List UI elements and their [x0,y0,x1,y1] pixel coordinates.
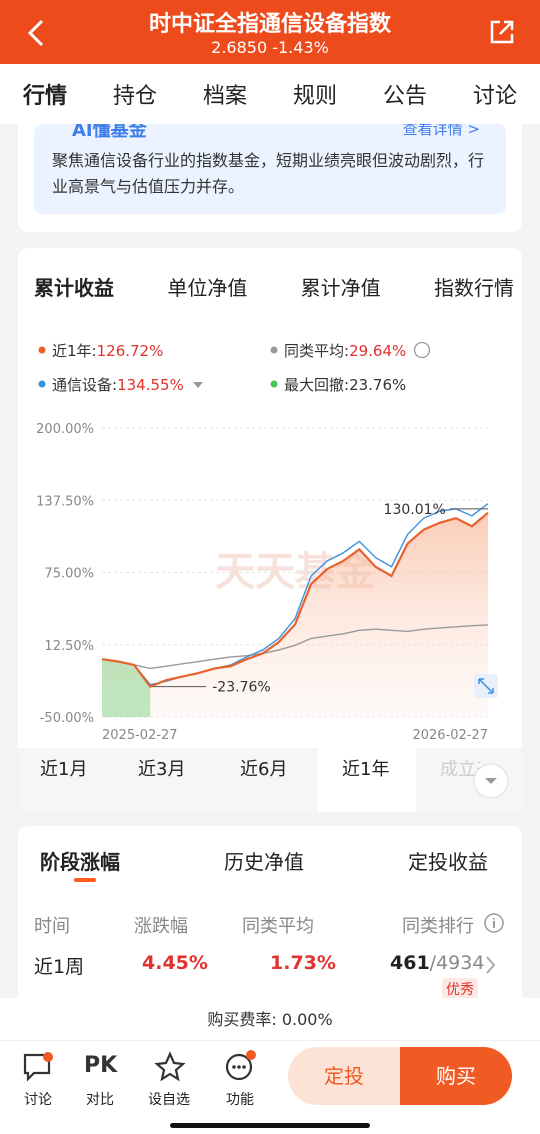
rank: 461 [390,952,430,974]
legend-value: 29.64% [349,342,406,360]
legend-text: 同类平均:29.64% [284,342,406,360]
y-tick-label: 137.50% [36,494,94,509]
cell: 4.45% [142,952,208,974]
period[interactable]: 近1年 [342,759,390,780]
period-selected [318,748,416,812]
share-button[interactable] [488,18,516,46]
ai-link[interactable]: 查看详情 > [402,124,480,138]
tab[interactable]: 规则 [292,84,337,109]
y-tick-label: 200.00% [36,422,94,437]
chart-tab[interactable]: 累计收益 [34,276,114,300]
more-icon[interactable] [224,1049,258,1083]
tab[interactable]: 行情 [22,84,67,109]
chart-tab[interactable]: 指数行情 [433,276,514,300]
legend-info [413,341,431,359]
period[interactable]: 近1月 [40,759,88,780]
chart-tab[interactable]: 累计净值 [300,276,381,300]
col-header: 时间 [34,916,70,937]
bottom-label[interactable]: 对比 [86,1092,114,1108]
cell: 近1周 [34,956,85,978]
ai-box: AI懂基金 查看详情 > 聚焦通信设备行业的指数基金，短期业绩亮眼但波动剧烈，行… [34,124,506,214]
legend-label: 通信设备: [52,376,117,394]
drawdown-area [102,659,151,717]
legend-label: 同类平均: [284,342,349,360]
period[interactable]: 近6月 [240,759,288,780]
auto-invest-button[interactable]: 定投 [288,1047,400,1105]
expand-icon [478,678,494,694]
tab[interactable]: 公告 [382,84,427,109]
legend-text: 最大回撤:23.76% [284,376,406,394]
legend-value: 23.76% [349,376,406,394]
star-icon[interactable] [154,1051,186,1083]
stage-tab[interactable]: 历史净值 [224,850,304,874]
bottom-bar: PK 讨论 对比 设自选 功能 定投 购买 [0,1040,540,1134]
bottom-label[interactable]: 讨论 [24,1092,52,1108]
cell: 1.73% [270,952,336,974]
x-tick-label: 2025-02-27 [102,728,178,743]
chart: 近1年:126.72% 同类平均:29.64%通信设备:134.55% 最大回撤:2… [36,341,498,743]
area [102,512,488,717]
legend-value: 134.55% [117,376,184,394]
col-header: 同类平均 [242,916,314,937]
col-header: 涨跌幅 [134,916,188,937]
chart-tab[interactable]: 单位净值 [167,276,248,300]
ai-title: AI懂基金 [72,124,147,141]
chevron[interactable] [484,954,498,976]
fund-title: 时中证全指通信设备指数 [148,12,391,37]
info-icon[interactable] [483,912,505,934]
legend-caret [193,382,203,388]
bottom-label[interactable]: 功能 [226,1092,254,1108]
ai-text: 聚焦通信设备行业的指数基金，短期业绩亮眼但波动剧烈，行业高景气与估值压力并存。 [52,151,485,196]
period-bar [18,748,522,812]
stage-card: 阶段涨幅 历史净值 定投收益 时间 涨跌幅 同类平均 同类排行 近1周 4.45… [18,826,522,1026]
fund-price: 2.6850 -1.43% [211,38,329,57]
legend-text: 近1年:126.72% [52,342,163,360]
x-tick-label: 2026-02-27 [412,728,488,743]
period-dropdown[interactable] [472,762,510,800]
y-tick-label: 12.50% [44,639,94,654]
series-line [101,511,489,689]
y-tick-label: 75.00% [44,567,94,582]
stage-tab[interactable]: 定投收益 [408,850,488,874]
legend-dot [38,380,46,388]
stage-indicator [74,878,96,882]
period[interactable]: 近3月 [138,759,186,780]
buy-button[interactable]: 购买 [400,1047,512,1105]
home-indicator [170,1123,370,1128]
ai-card: AI懂基金 查看详情 > 聚焦通信设备行业的指数基金，短期业绩亮眼但波动剧烈，行… [18,110,522,232]
chart-tabs: 累计收益 单位净值 累计净值 指数行情 [34,272,514,301]
fee: 购买费率: 0.00% [0,998,540,1042]
col-header: 同类排行 [402,916,474,937]
y-tick-label: -50.00% [40,711,94,726]
tab[interactable]: 持仓 [112,84,157,109]
legend-value: 126.72% [97,342,164,360]
legend-dot [38,346,46,354]
header: 时中证全指通信设备指数 2.6850 -1.43% [0,0,540,64]
legend-label: 近1年: [52,342,97,360]
period[interactable]: 成立来 [440,759,480,780]
legend-dot [270,346,278,354]
drawdown-label: -23.76% [212,680,270,696]
tab[interactable]: 讨论 [472,84,517,109]
discuss-icon[interactable] [22,1051,56,1083]
bottom-label[interactable]: 设自选 [148,1092,190,1108]
stage-tab[interactable]: 阶段涨幅 [40,850,120,874]
legend-dot [270,380,278,388]
rank-total: /4934 [429,952,485,974]
badge: 优秀 [442,978,478,1000]
back-button[interactable] [24,18,48,48]
tab[interactable]: 档案 [202,84,247,109]
series-line [101,624,489,670]
legend-text: 通信设备:134.55% [52,376,184,394]
pk-icon[interactable]: PK [84,1053,118,1078]
legend-label: 最大回撤: [284,376,349,394]
peak-label: 130.01% [384,502,446,518]
